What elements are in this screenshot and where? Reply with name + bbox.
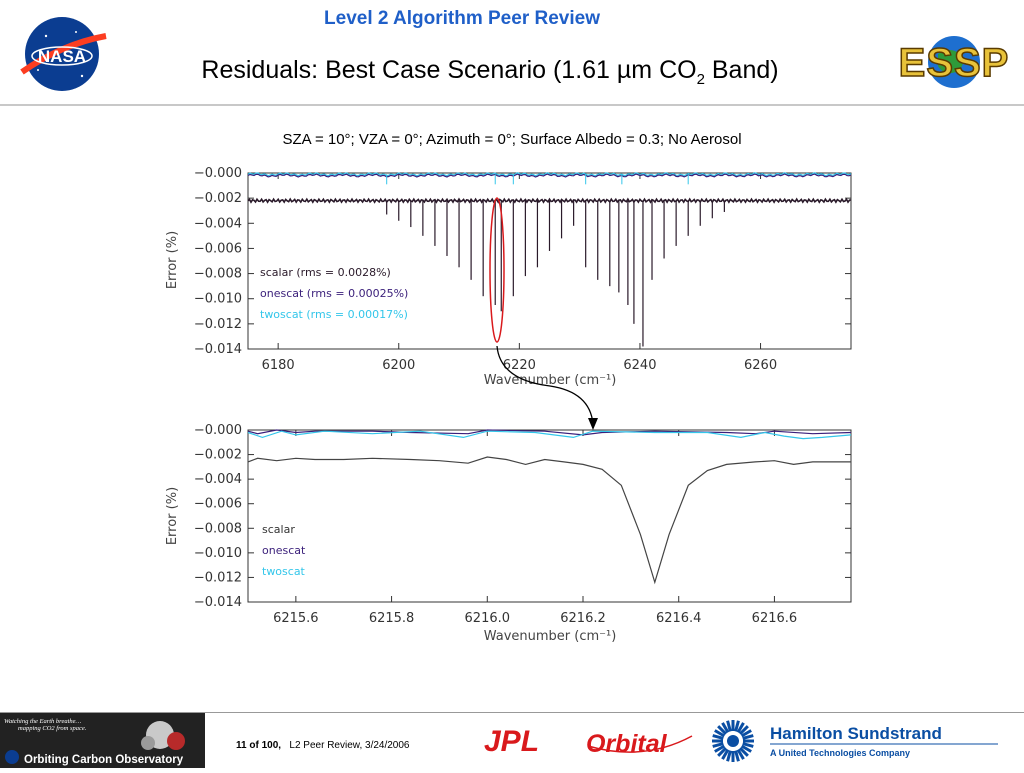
svg-text:Hamilton Sundstrand: Hamilton Sundstrand	[770, 724, 942, 743]
legend-scalar-bottom: scalar	[262, 523, 295, 536]
bottom-chart-xtick-label: 6215.8	[369, 611, 415, 626]
svg-text:Watching the Earth breathe…: Watching the Earth breathe…	[4, 718, 82, 725]
bottom-chart-ytick-label: −0.014	[194, 595, 242, 610]
top-chart-ylabel: Error (%)	[165, 231, 180, 289]
top-chart-ytick-label: −0.014	[194, 342, 242, 357]
top-chart: −0.000 −0.002 −0.004 −0.006 −0.008 −0.010 −0.0…	[165, 166, 852, 388]
legend-scalar: scalar (rms = 0.0028%)	[260, 266, 391, 279]
hamilton-sundstrand-logo: Hamilton Sundstrand A United Technologie…	[768, 722, 1004, 762]
bottom-chart-xtick-label: 6216.4	[656, 611, 702, 626]
top-chart-ytick-label: −0.002	[194, 191, 242, 206]
footer-page-info: 11 of 100, L2 Peer Review, 3/24/2006	[236, 740, 410, 751]
legend-onescat-bottom: onescat	[262, 544, 306, 557]
svg-text:JPL: JPL	[484, 725, 539, 756]
bottom-chart-ytick-label: −0.008	[194, 521, 242, 536]
hs-ray	[734, 750, 740, 762]
top-chart-ytick-label: −0.000	[194, 166, 242, 181]
bottom-chart-xtick-label: 6215.6	[273, 611, 319, 626]
svg-text:ESSP: ESSP	[899, 41, 1010, 85]
hs-ray	[736, 722, 745, 734]
bottom-chart-xtick-label: 6216.6	[752, 611, 798, 626]
top-chart-ytick-label: −0.008	[194, 267, 242, 282]
top-chart-ytick-label: −0.006	[194, 241, 242, 256]
bottom-chart-ytick-label: −0.000	[194, 423, 242, 438]
legend-onescat: onescat (rms = 0.00025%)	[260, 287, 408, 300]
svg-text:Orbital: Orbital	[586, 730, 668, 758]
top-series-scalar	[247, 197, 852, 204]
top-chart-xtick-label: 6200	[382, 358, 415, 373]
slide-title: Residuals: Best Case Scenario (1.61 µm C…	[201, 56, 779, 88]
bottom-chart-plot-frame	[247, 429, 852, 603]
hs-ray	[734, 720, 740, 732]
bottom-chart-xlabel: Wavenumber (cm⁻¹)	[484, 629, 617, 644]
nasa-logo: NASA	[16, 14, 112, 94]
hs-ray	[739, 747, 749, 757]
header-divider	[0, 104, 1024, 106]
essp-logo: ESSP	[894, 24, 1014, 94]
hs-ray	[714, 729, 726, 738]
chart-caption: SZA = 10°; VZA = 0°; Azimuth = 0°; Surfa…	[282, 131, 742, 148]
bottom-chart-ytick-label: −0.012	[194, 570, 242, 585]
hs-ray	[742, 742, 754, 748]
legend-twoscat-bottom: twoscat	[262, 565, 306, 578]
bottom-chart-ytick-label: −0.004	[194, 472, 242, 487]
top-chart-xtick-label: 6240	[623, 358, 656, 373]
top-chart-xtick-label: 6260	[744, 358, 777, 373]
hs-ray	[712, 742, 724, 748]
hs-ray	[740, 729, 752, 738]
top-chart-xtick-label: 6220	[503, 358, 536, 373]
top-series-2	[247, 172, 852, 177]
zoom-arrow	[496, 345, 598, 430]
top-series-1	[247, 173, 852, 178]
zoom-highlight-ellipse	[489, 197, 505, 343]
legend-twoscat: twoscat (rms = 0.00017%)	[260, 308, 408, 321]
bottom-chart-ytick-label: −0.010	[194, 546, 242, 561]
hs-ray	[726, 720, 732, 732]
top-chart-ytick-label: −0.010	[194, 292, 242, 307]
bottom-chart-xtick-label: 6216.0	[465, 611, 511, 626]
hs-ray	[717, 747, 727, 757]
oco-logo: Watching the Earth breathe… mapping CO2 …	[0, 713, 205, 768]
svg-text:Orbiting Carbon Observatory: Orbiting Carbon Observatory	[24, 754, 184, 766]
top-chart-ytick-label: −0.004	[194, 216, 242, 231]
svg-text:A United Technologies Company: A United Technologies Company	[770, 748, 910, 758]
hamilton-sundstrand-emblem	[708, 718, 758, 764]
bottom-chart-ytick-label: −0.002	[194, 448, 242, 463]
bottom-chart-ylabel: Error (%)	[165, 487, 180, 545]
hs-ray	[717, 725, 727, 735]
bottom-chart-ytick-label: −0.006	[194, 497, 242, 512]
bottom-chart-xtick-label: 6216.2	[560, 611, 606, 626]
hs-ray	[714, 744, 726, 753]
bottom-series-scalar	[247, 456, 851, 585]
hs-ray	[742, 734, 754, 740]
slide-subtitle: Level 2 Algorithm Peer Review	[324, 8, 600, 29]
hs-ray	[712, 734, 724, 740]
bottom-series-twoscat	[247, 430, 852, 440]
hs-ray	[740, 744, 752, 753]
jpl-logo: JPL	[482, 724, 566, 758]
bottom-chart: −0.000 −0.002 −0.004 −0.006 −0.008 −0.010 −0.0…	[165, 423, 852, 644]
orbital-logo: Orbital	[584, 726, 696, 758]
hs-ray	[721, 722, 730, 734]
hs-ray	[726, 750, 732, 762]
svg-text:NASA: NASA	[38, 47, 86, 66]
svg-text:mapping CO2 from space.: mapping CO2 from space.	[18, 725, 87, 732]
top-chart-xtick-label: 6180	[262, 358, 295, 373]
hs-ray	[721, 748, 730, 760]
hs-ray	[736, 748, 745, 760]
hs-ray	[739, 725, 749, 735]
top-chart-ytick-label: −0.012	[194, 317, 242, 332]
